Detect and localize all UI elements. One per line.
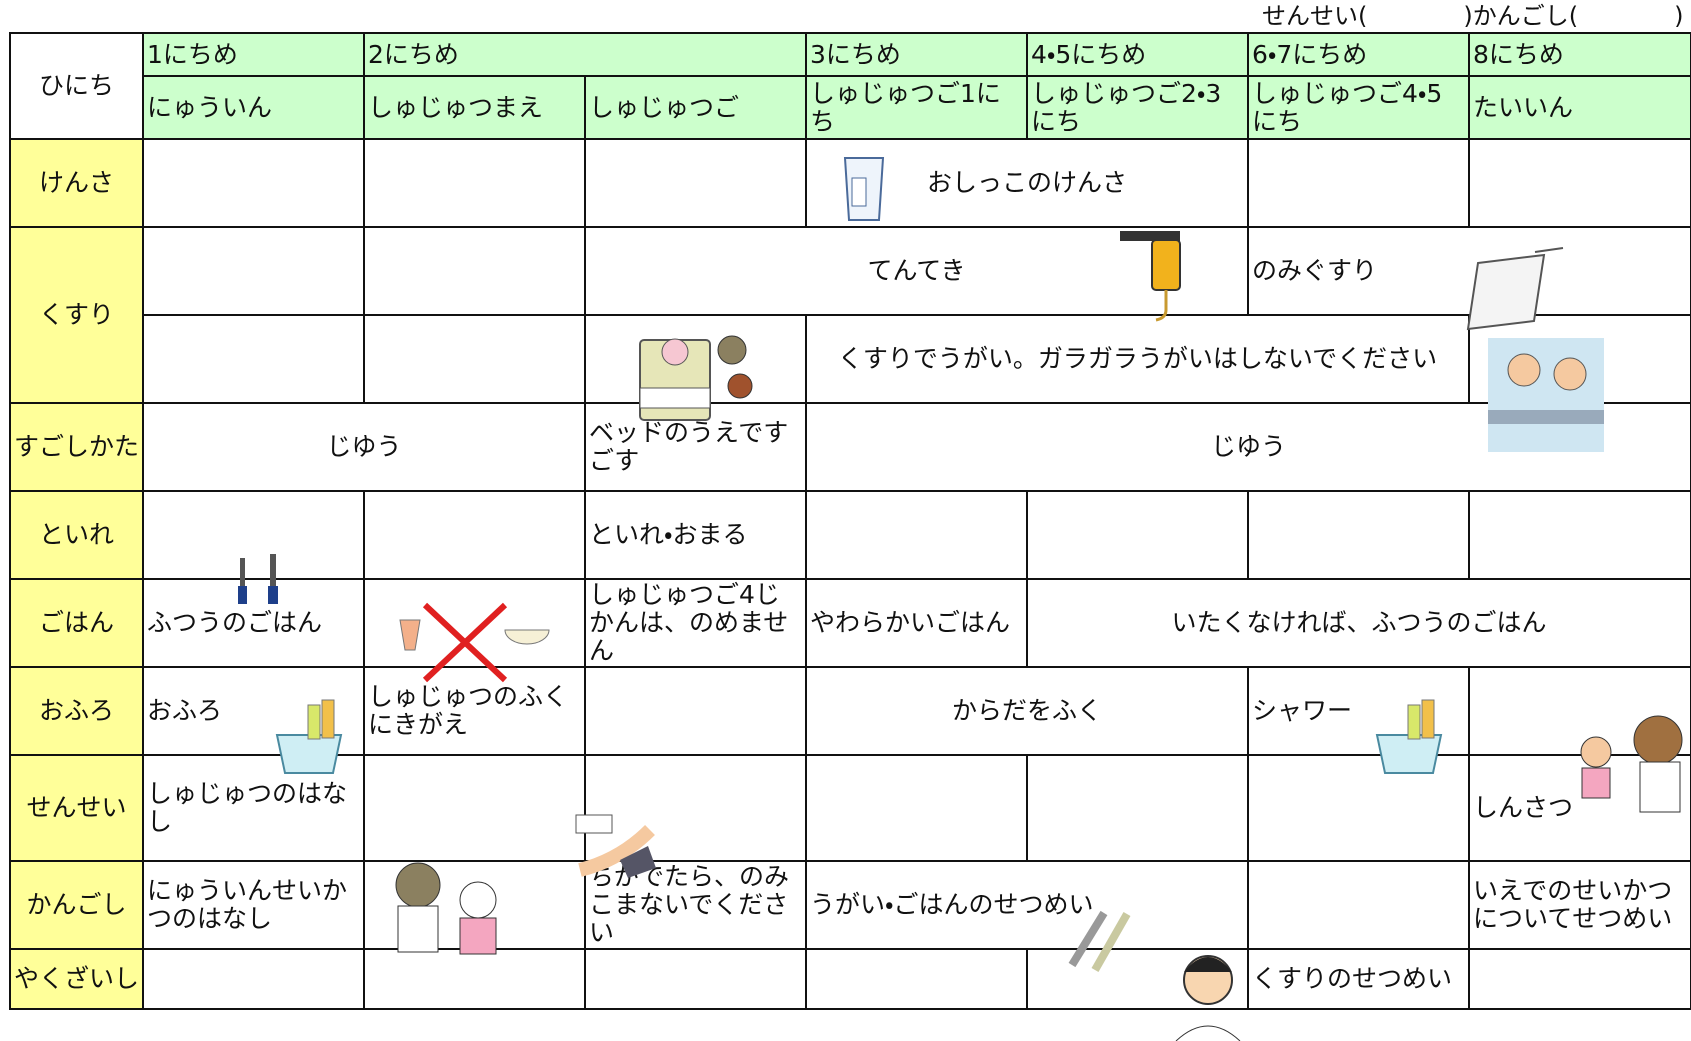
table-row: やくざいし くすりのせつめい [9, 948, 1691, 1010]
empty-cell [805, 490, 1028, 580]
cell: からだをふく [805, 666, 1249, 756]
cell: じゆう [805, 402, 1691, 492]
empty-cell [1468, 138, 1691, 228]
row-label: すごしかた [9, 402, 144, 492]
empty-cell [1247, 860, 1470, 950]
empty-cell [363, 226, 586, 316]
table-row: せんせい しゅじゅつのはなし しんさつ [9, 754, 1691, 862]
row-label: といれ [9, 490, 144, 580]
empty-cell [363, 490, 586, 580]
empty-cell [363, 860, 586, 950]
row-label: くすり [9, 226, 144, 404]
empty-cell [1026, 754, 1249, 862]
phase: しゅじゅつご4・5にち [1247, 75, 1470, 140]
table-row: ごはん ふつうのごはん しゅじゅつご4じかんは、のめません やわらかいごはん い… [9, 578, 1691, 668]
empty-cell [584, 666, 807, 756]
empty-cell [1468, 314, 1691, 404]
table-row: くすりでうがい。ガラガラうがいはしないでください [10, 314, 1691, 404]
table-row: すごしかた じゆう ベッドのうえですごす じゆう [9, 402, 1691, 492]
empty-cell [142, 226, 365, 316]
empty-cell [363, 948, 586, 1010]
cell: にゅういんせいかつのはなし [142, 860, 365, 950]
cell: おしっこのけんさ [805, 138, 1249, 228]
empty-cell [1468, 666, 1691, 756]
empty-cell [805, 948, 1028, 1010]
phase: たいいん [1468, 75, 1691, 140]
phase: しゅじゅつご [584, 75, 807, 140]
staff-note: せんせい( )かんごし( ) [1262, 2, 1684, 30]
cell: くすりでうがい。ガラガラうがいはしないでください [805, 314, 1470, 404]
cell: ベッドのうえですごす [584, 402, 807, 492]
empty-cell [1468, 948, 1691, 1010]
empty-cell [584, 138, 807, 228]
empty-cell [1247, 138, 1470, 228]
day: 4・5にちめ [1026, 32, 1249, 77]
empty-cell [142, 490, 365, 580]
cell: くすりのせつめい [1247, 948, 1470, 1010]
cell: うがい・ごはんのせつめい [805, 860, 1249, 950]
table-row: くすり てんてき のみぐすり [9, 226, 1691, 404]
illustration-part [1175, 1025, 1241, 1041]
cell: やわらかいごはん [805, 578, 1028, 668]
phase: しゅじゅつまえ [363, 75, 586, 140]
cell: しゅじゅつのふくにきがえ [363, 666, 586, 756]
cell: しゅじゅつご4じかんは、のめません [584, 578, 807, 668]
cell: のみぐすり [1247, 226, 1691, 316]
empty-cell [1026, 948, 1249, 1010]
row-label: やくざいし [9, 948, 144, 1010]
empty-cell [363, 138, 586, 228]
corner: ひにち [9, 32, 144, 140]
row-label: かんごし [9, 860, 144, 950]
table-row: といれ といれ・おまる [9, 490, 1691, 580]
row-label: けんさ [9, 138, 144, 228]
phase: にゅういん [142, 75, 365, 140]
empty-cell [1247, 490, 1470, 580]
phase: しゅじゅつご2・3にち [1026, 75, 1249, 140]
empty-cell [584, 754, 807, 862]
cell: ふつうのごはん [142, 578, 365, 668]
empty-cell [363, 314, 586, 404]
pathway-table: ひにち 1にちめ 2にちめ 3にちめ 4・5にちめ 6・7にちめ 8にちめ にゅ… [9, 32, 1691, 1010]
cell: おふろ [142, 666, 365, 756]
table-row: ひにち 1にちめ 2にちめ 3にちめ 4・5にちめ 6・7にちめ 8にちめ [9, 32, 1691, 140]
cell: しんさつ [1468, 754, 1691, 862]
day: 1にちめ [142, 32, 365, 77]
empty-cell [142, 948, 365, 1010]
row-label: せんせい [9, 754, 144, 862]
empty-cell [584, 948, 807, 1010]
table-row: にゅういん しゅじゅつまえ しゅじゅつご しゅじゅつご1にち しゅじゅつご2・3… [10, 75, 1691, 140]
day: 8にちめ [1468, 32, 1691, 77]
empty-cell [142, 314, 365, 404]
cell: いたくなければ、ふつうのごはん [1026, 578, 1691, 668]
table-row: おふろ おふろ しゅじゅつのふくにきがえ からだをふく シャワー [9, 666, 1691, 756]
row-label: ごはん [9, 578, 144, 668]
table-row: けんさ おしっこのけんさ [9, 138, 1691, 228]
empty-cell [142, 138, 365, 228]
cell: てんてき [584, 226, 1249, 316]
day: 3にちめ [805, 32, 1028, 77]
empty-cell [805, 754, 1028, 862]
empty-cell [363, 578, 586, 668]
table-row: かんごし にゅういんせいかつのはなし ちがでたら、のみこまないでください うがい… [9, 860, 1691, 950]
day: 2にちめ [363, 32, 807, 77]
cell: シャワー [1247, 666, 1470, 756]
cell: いえでのせいかつについてせつめい [1468, 860, 1691, 950]
cell: ちがでたら、のみこまないでください [584, 860, 807, 950]
empty-cell [363, 754, 586, 862]
cell: といれ・おまる [584, 490, 807, 580]
row-label: おふろ [9, 666, 144, 756]
day: 6・7にちめ [1247, 32, 1470, 77]
cell: しゅじゅつのはなし [142, 754, 365, 862]
phase: しゅじゅつご1にち [805, 75, 1028, 140]
empty-cell [1468, 490, 1691, 580]
empty-cell [1247, 754, 1470, 862]
cell: じゆう [142, 402, 586, 492]
empty-cell [1026, 490, 1249, 580]
empty-cell [584, 314, 807, 404]
